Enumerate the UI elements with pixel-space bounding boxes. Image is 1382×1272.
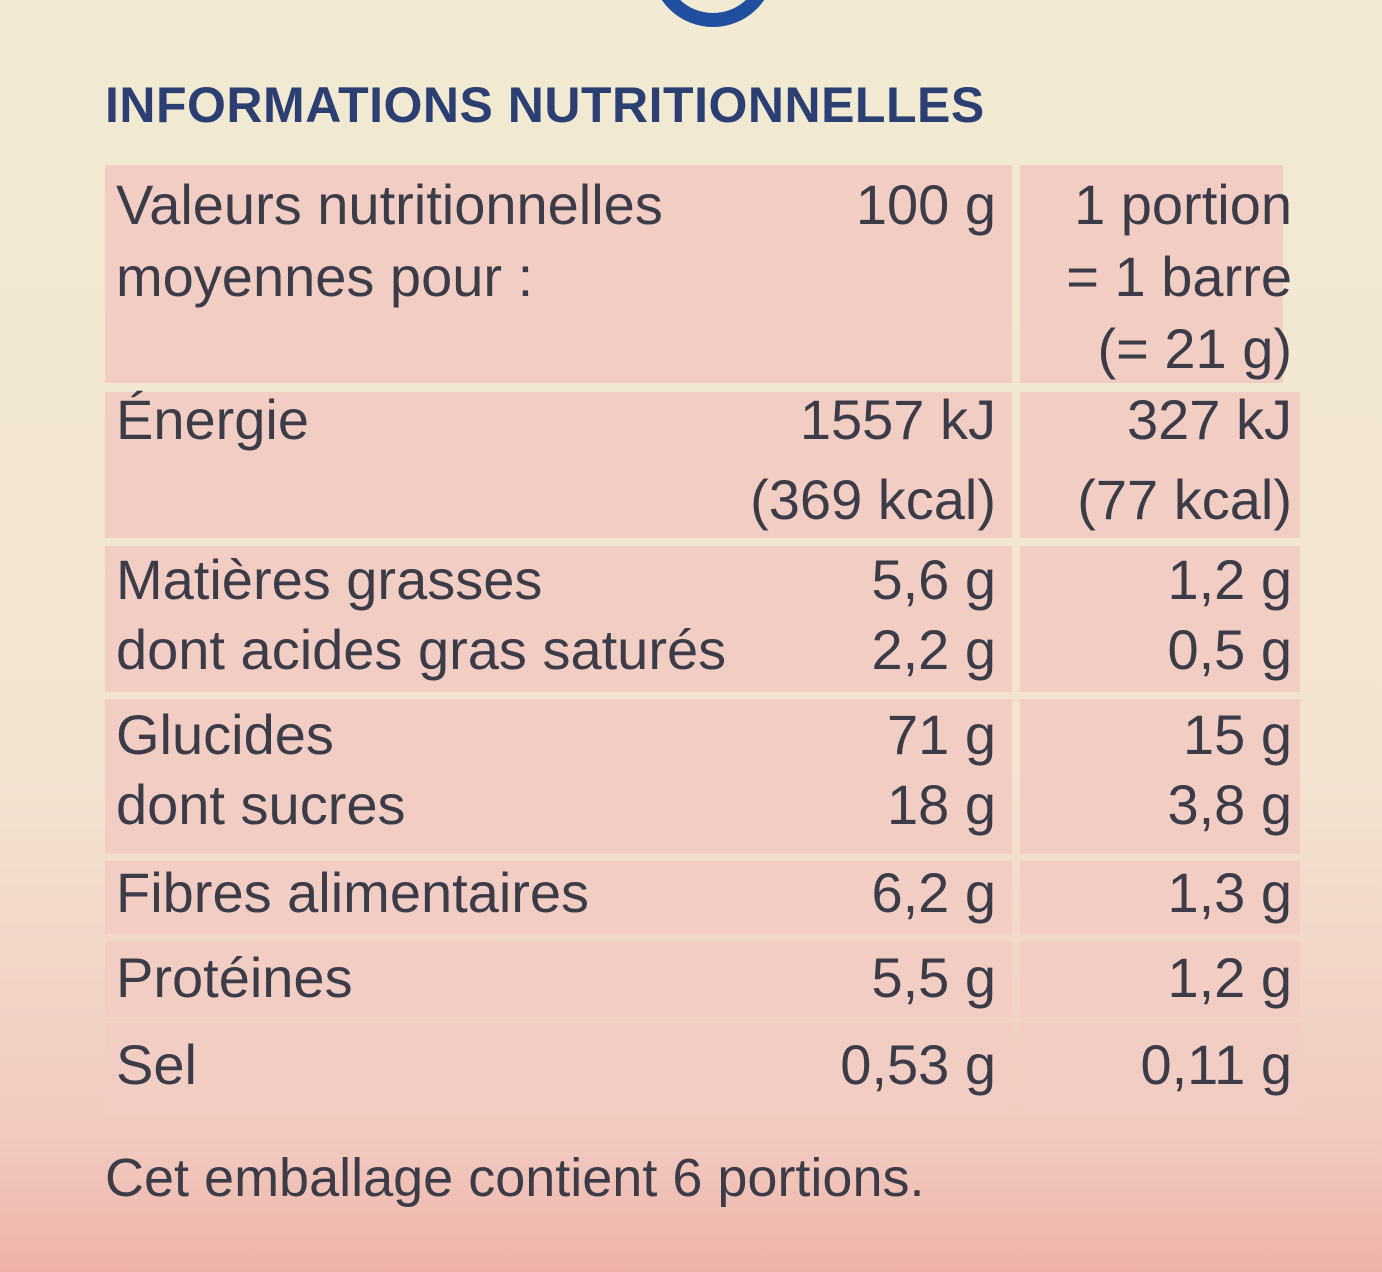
value-100g: 0,53 g: [840, 1033, 996, 1096]
value-100g: 100 g: [855, 173, 996, 236]
value-100g: 5,5 g: [871, 946, 996, 1009]
logo-circle: [661, 0, 765, 27]
row-cell-left: [105, 699, 1012, 854]
row-cell-right: [1020, 1023, 1300, 1115]
row-cell-left: [105, 546, 1012, 692]
row-cell-left: [105, 392, 1012, 538]
value-portion: 0,5 g: [1167, 618, 1292, 681]
footer-note: Cet emballage contient 6 portions.: [105, 1148, 925, 1208]
value-100g: 71 g: [887, 703, 996, 766]
row-cell-right: [1020, 165, 1283, 383]
row-cell-left: [105, 1023, 1012, 1115]
row-label: dont sucres: [116, 773, 406, 836]
row-label: moyennes pour :: [116, 245, 534, 308]
value-portion: 1 portion: [1074, 173, 1292, 236]
value-portion: 3,8 g: [1167, 773, 1292, 836]
value-portion: (77 kcal): [1077, 468, 1292, 531]
value-portion: 15 g: [1183, 703, 1292, 766]
row-cell-right: [1020, 546, 1300, 692]
value-portion: 0,11 g: [1140, 1033, 1292, 1096]
row-cell-left: [105, 165, 1012, 383]
row-label: dont acides gras saturés: [116, 618, 727, 681]
value-100g: 5,6 g: [871, 548, 996, 611]
value-100g: 2,2 g: [871, 618, 996, 681]
value-portion: = 1 barre: [1066, 245, 1292, 308]
row-cell-left: [105, 941, 1012, 1017]
row-cell-right: [1020, 392, 1300, 538]
logo-arc: [661, 0, 765, 27]
row-label: Fibres alimentaires: [116, 861, 590, 924]
title: INFORMATIONS NUTRITIONNELLES: [105, 77, 985, 133]
value-portion: 1,3 g: [1167, 861, 1292, 924]
value-100g: 6,2 g: [871, 861, 996, 924]
value-100g: 18 g: [887, 773, 996, 836]
row-label: Matières grasses: [116, 548, 543, 611]
row-cell-right: [1020, 699, 1300, 854]
row-label: Valeurs nutritionnelles: [116, 173, 663, 236]
value-100g: 1557 kJ: [799, 388, 996, 451]
row-cell-right: [1020, 941, 1300, 1017]
row-label: Énergie: [116, 388, 310, 451]
value-portion: (= 21 g): [1097, 317, 1292, 380]
row-cell-left: [105, 861, 1012, 934]
value-portion: 1,2 g: [1167, 548, 1292, 611]
row-cell-right: [1020, 861, 1300, 934]
value-portion: 327 kJ: [1127, 388, 1292, 451]
row-label: Protéines: [116, 946, 353, 1009]
value-portion: 1,2 g: [1167, 946, 1292, 1009]
row-label: Glucides: [116, 703, 334, 766]
value-100g: (369 kcal): [750, 468, 996, 531]
row-label: Sel: [116, 1033, 197, 1096]
